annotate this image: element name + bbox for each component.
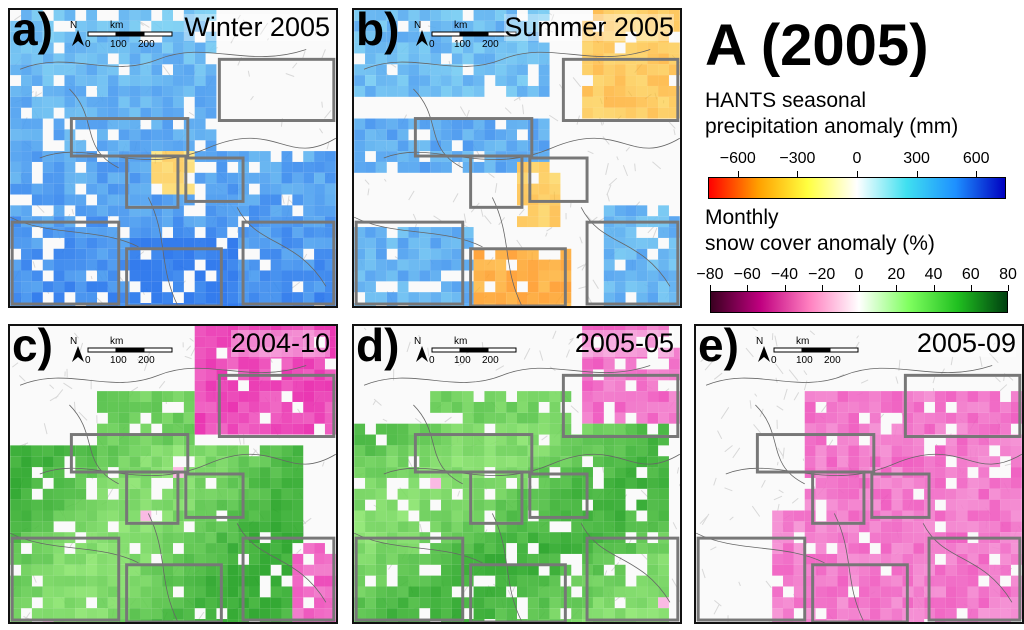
scale-tick: 100 [796,355,813,366]
tick-mark [710,285,711,291]
precip-legend-title: HANTS seasonal precipitation anomaly (mm… [705,88,958,141]
tick-mark [859,285,860,291]
scale-tick: 200 [138,39,155,50]
panel-label: a) [12,8,53,55]
tick-label: 80 [999,266,1017,283]
tick-label: 0 [854,266,864,283]
scale-unit: km [796,336,809,347]
precip-legend-title-line2: precipitation anomaly (mm) [705,115,959,139]
scale-tick: 100 [454,355,471,366]
scale-unit: km [454,336,467,347]
scale-tick: 100 [110,355,127,366]
panel-label: b) [356,8,400,55]
north-letter: N [70,336,77,347]
tick-label: −80 [696,266,724,283]
panel-title: 2004-10 [230,328,330,358]
panel-title: 2005-05 [574,328,674,358]
tick-label: −40 [770,266,799,283]
north-arrow-icon [416,346,428,362]
tick-mark [933,285,935,291]
scale-unit: km [110,336,123,347]
scale-tick: 0 [429,39,435,50]
north-letter: N [70,20,77,31]
map-b [354,10,680,306]
tick-mark [821,285,823,291]
tick-mark [916,171,918,177]
scale-tick: 200 [482,355,499,366]
tick-label: 40 [924,266,943,283]
north-arrow-icon [72,30,84,46]
precip-legend-title-line1: HANTS seasonal [705,89,867,112]
panel-label: d) [356,324,400,371]
tick-label: 0 [852,150,862,167]
map-a [10,10,336,306]
tick-mark [737,171,739,177]
north-arrow-icon [758,346,770,362]
tick-mark [747,285,749,291]
map-d [354,326,680,622]
tick-label: −300 [779,150,816,167]
scale-tick: 200 [482,39,499,50]
tick-label: −600 [719,150,756,167]
north-letter: N [414,20,421,31]
tick-label: 60 [961,266,980,283]
north-arrow-icon [72,346,84,362]
scale-tick: 0 [85,355,91,366]
tick-mark [896,285,898,291]
precip-colorbar [708,177,1006,199]
main-title: A (2005) [705,13,929,78]
snow-legend-title-line2: snow cover anomaly (%) [705,232,935,256]
tick-mark [797,171,799,177]
panel-title: Winter 2005 [184,12,330,42]
snow-legend-title-line1: Monthly [705,206,779,229]
scale-tick: 0 [771,355,777,366]
scale-tick: 100 [454,39,471,50]
panel-title: Summer 2005 [504,12,674,42]
panel-title: 2005-09 [916,328,1016,358]
map-c [10,326,336,622]
panel-label: c) [12,324,53,371]
scale-tick: 0 [85,39,91,50]
tick-label: 20 [887,266,906,283]
north-letter: N [414,336,421,347]
tick-label: 300 [903,150,930,167]
scale-tick: 200 [138,355,155,366]
scale-unit: km [454,20,467,31]
panel-label: e) [698,324,739,371]
snow-colorbar [710,291,1008,313]
tick-mark [976,171,978,177]
scale-tick: 200 [824,355,841,366]
tick-mark [784,285,786,291]
tick-mark [857,171,858,177]
tick-mark [1008,285,1009,291]
scale-unit: km [110,20,123,31]
snow-legend-title: Monthly snow cover anomaly (%) [705,205,935,258]
map-e [696,327,1022,622]
tick-label: 600 [962,150,990,167]
tick-mark [970,285,972,291]
scale-tick: 100 [110,39,127,50]
tick-label: −20 [808,266,836,283]
north-arrow-icon [416,30,428,46]
scale-tick: 0 [429,355,435,366]
tick-label: −60 [733,266,761,283]
north-letter: N [756,336,763,347]
